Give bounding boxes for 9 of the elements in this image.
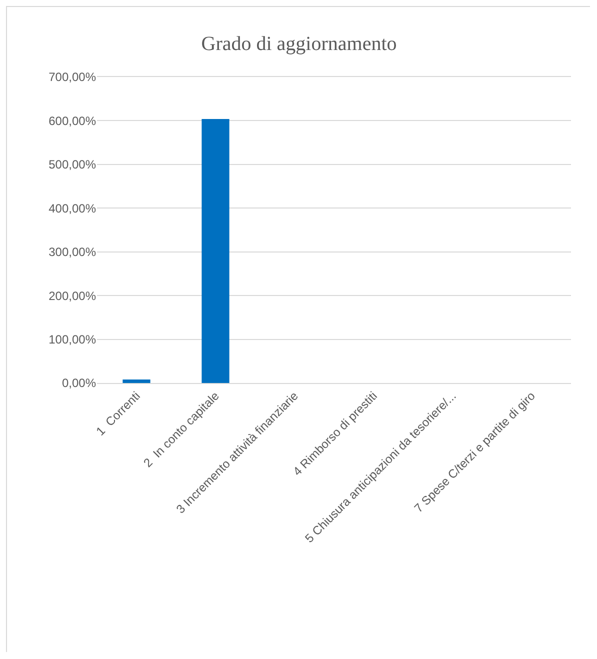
y-tick-label: 500,00% xyxy=(48,158,96,172)
y-tick-label: 300,00% xyxy=(48,245,96,260)
y-tick-label: 600,00% xyxy=(48,114,96,128)
y-tick-label: 700,00% xyxy=(48,70,96,84)
y-tick-label: 400,00% xyxy=(48,201,96,216)
chart-title: Grado di aggiornamento xyxy=(201,33,397,56)
y-tick-label: 100,00% xyxy=(48,332,96,346)
y-tick-label: 0,00% xyxy=(62,376,96,390)
y-tick-label: 200,00% xyxy=(48,288,96,303)
